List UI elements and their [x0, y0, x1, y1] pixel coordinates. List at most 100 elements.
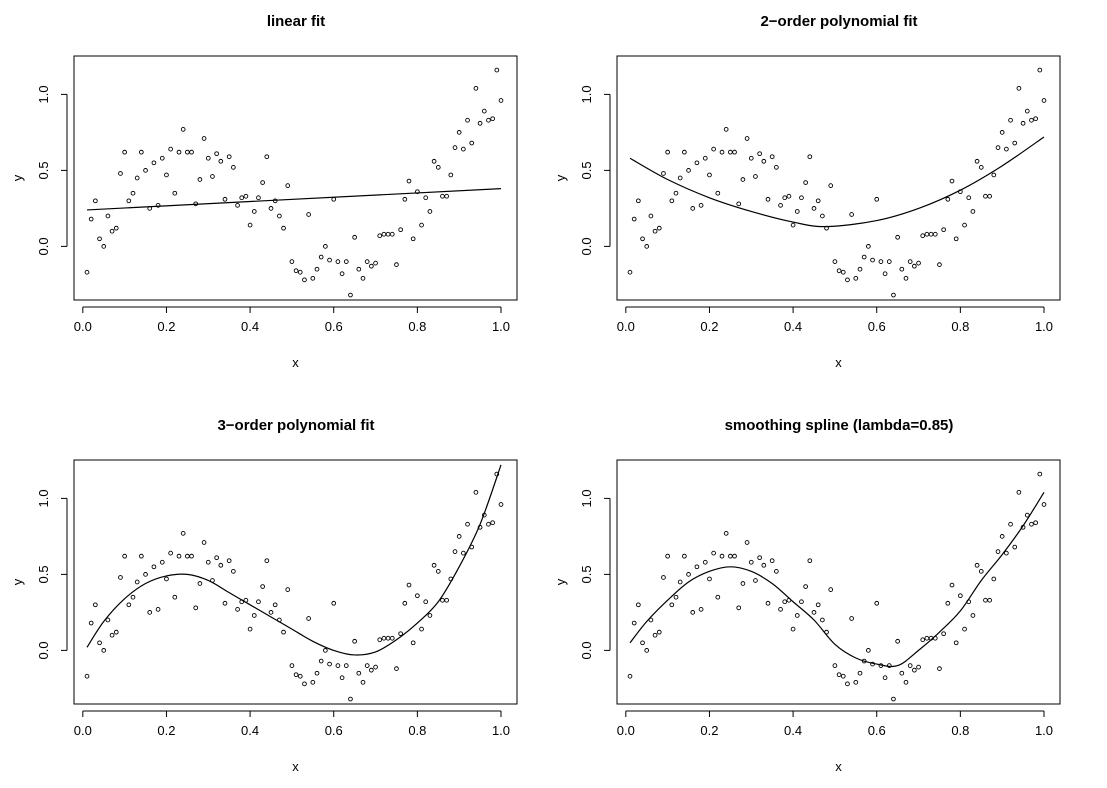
data-point	[916, 260, 921, 266]
data-point	[486, 521, 491, 527]
data-point	[924, 231, 930, 237]
data-point	[999, 130, 1005, 135]
data-point	[861, 254, 867, 260]
data-point	[803, 180, 808, 185]
data-point	[656, 225, 662, 231]
data-point	[93, 602, 98, 608]
data-point	[490, 116, 495, 122]
data-point	[857, 670, 863, 676]
data-point	[631, 620, 637, 626]
panel-2: 2−order polynomial fit 0.0 0.2 0.4 0.6 0.8 1.0…	[553, 13, 1061, 370]
data-point	[122, 553, 127, 559]
x-tick-label: 1.0	[1035, 723, 1053, 738]
data-point	[686, 168, 691, 173]
data-point	[1029, 521, 1034, 527]
data-point	[306, 616, 311, 621]
data-point	[477, 120, 483, 126]
data-point	[385, 231, 391, 237]
plot-frame	[73, 55, 518, 301]
x-tick-label: 0.6	[325, 723, 343, 738]
data-point	[101, 648, 107, 653]
data-point	[222, 196, 228, 202]
data-point	[644, 244, 650, 249]
data-point	[916, 664, 921, 670]
data-point	[97, 640, 102, 646]
data-point	[113, 629, 119, 635]
plot-frame	[73, 459, 518, 705]
data-point	[757, 555, 762, 561]
data-point	[226, 558, 232, 564]
data-point	[836, 672, 842, 678]
data-point	[803, 584, 808, 589]
data-point	[661, 575, 666, 580]
data-point	[318, 254, 324, 260]
data-point	[180, 531, 186, 536]
data-point	[987, 193, 992, 199]
data-point	[134, 175, 140, 181]
x-tick-label: 0.4	[241, 723, 259, 738]
x-tick-label: 0.0	[617, 723, 635, 738]
data-point	[924, 635, 930, 641]
x-tick-label: 1.0	[1035, 319, 1053, 334]
data-point	[369, 263, 374, 269]
data-point	[176, 553, 182, 559]
data-point	[782, 599, 788, 605]
data-point	[899, 670, 905, 676]
data-point	[820, 213, 825, 219]
data-point	[874, 600, 880, 606]
data-point	[891, 696, 896, 702]
data-point	[1008, 117, 1013, 123]
data-point	[109, 228, 115, 234]
data-point	[335, 663, 341, 668]
data-point	[435, 569, 441, 574]
x-tick-label: 0.8	[408, 723, 426, 738]
data-point	[740, 177, 746, 182]
panel-1: linear fit 0.0 0.2 0.4 0.6 0.8 1.0 0.0 0.5 1.0 x y	[10, 13, 518, 370]
y-tick-label: 0.5	[579, 565, 594, 583]
data-point	[815, 602, 821, 608]
data-point	[673, 594, 679, 600]
data-point	[314, 670, 320, 676]
data-point	[719, 149, 725, 155]
data-point	[256, 195, 261, 201]
data-point	[682, 149, 687, 155]
data-point	[845, 681, 850, 687]
data-point	[264, 558, 270, 564]
data-point	[937, 666, 942, 671]
data-point	[231, 569, 236, 574]
x-tick-label: 0.4	[241, 319, 259, 334]
data-point	[1012, 140, 1018, 146]
data-point	[440, 193, 445, 199]
data-point	[155, 607, 161, 612]
data-point	[799, 599, 804, 605]
data-point	[297, 673, 303, 679]
data-point	[406, 178, 412, 184]
data-point	[828, 587, 834, 592]
x-tick-label: 1.0	[492, 723, 510, 738]
data-point	[677, 579, 683, 585]
data-point	[799, 195, 804, 201]
data-point	[702, 155, 708, 161]
data-point	[323, 648, 328, 653]
data-point	[974, 562, 980, 568]
data-point	[790, 222, 796, 228]
data-point	[498, 98, 504, 103]
data-point	[840, 673, 846, 679]
data-point	[740, 581, 746, 586]
data-point	[251, 613, 257, 618]
data-point	[966, 195, 972, 201]
data-point	[866, 244, 871, 249]
data-point	[832, 663, 838, 668]
data-point	[364, 663, 370, 668]
y-tick-label: 0.5	[36, 565, 51, 583]
data-point	[1024, 108, 1030, 114]
data-point	[694, 564, 700, 570]
data-point	[205, 559, 211, 565]
data-point	[811, 206, 817, 211]
y-tick-label: 0.5	[36, 161, 51, 179]
data-point	[193, 605, 199, 611]
x-axis-label: x	[292, 759, 299, 774]
data-point	[398, 631, 403, 637]
data-point	[281, 225, 286, 231]
data-point	[962, 222, 967, 228]
